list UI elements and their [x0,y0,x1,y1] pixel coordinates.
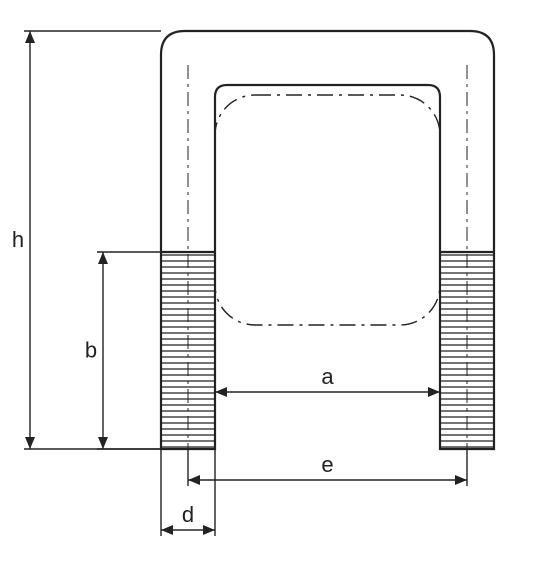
dim-b-label: b [85,338,97,363]
clamped-object-phantom [215,95,440,325]
dim-a-label: a [321,364,334,389]
dim-h: h [12,31,161,449]
dim-b: b [85,252,161,449]
dim-a: a [215,362,440,398]
dim-h-label: h [12,227,24,252]
dim-e: e [188,449,467,486]
dim-e-label: e [321,452,333,477]
dim-d-label: d [182,502,194,527]
